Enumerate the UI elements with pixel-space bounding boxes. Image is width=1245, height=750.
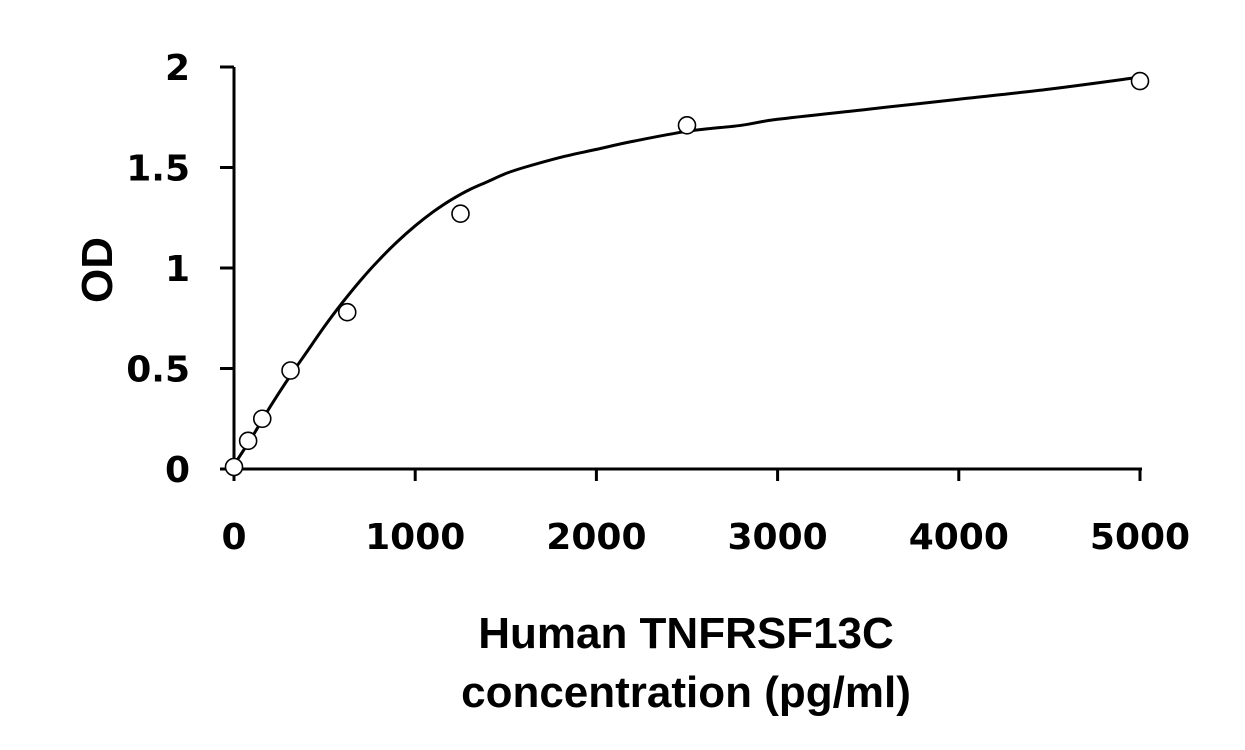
data-point [451,204,470,224]
data-point [238,431,258,451]
y-tick-label: 2 [165,48,190,89]
fit-curve-line [232,75,1141,466]
x-ticks: 0 1000 2000 3000 4000 5000 [221,469,1190,558]
data-points [224,71,1150,477]
x-tick-label: 1000 [365,517,465,558]
x-tick-label: 0 [221,517,246,558]
data-point [337,302,357,322]
data-point [252,409,272,429]
data-point [224,457,244,477]
y-tick-label: 1 [165,249,190,290]
x-axis-title-line-1: Human TNFRSF13C [478,609,894,658]
data-point [1130,71,1150,91]
x-tick-label: 3000 [727,517,827,558]
y-tick-label: 1.5 [126,149,190,190]
x-tick-label: 4000 [909,517,1009,558]
data-point [677,115,697,135]
y-tick-label: 0 [165,450,190,491]
x-tick-label: 2000 [546,517,646,558]
y-axis-title: OD [73,237,122,303]
y-tick-label: 0.5 [126,350,190,391]
data-point [281,361,300,380]
x-tick-label: 5000 [1090,517,1190,558]
x-axis-title-line-2: concentration (pg/ml) [461,668,911,717]
y-ticks: 0 0.5 1 1.5 2 [126,48,234,491]
